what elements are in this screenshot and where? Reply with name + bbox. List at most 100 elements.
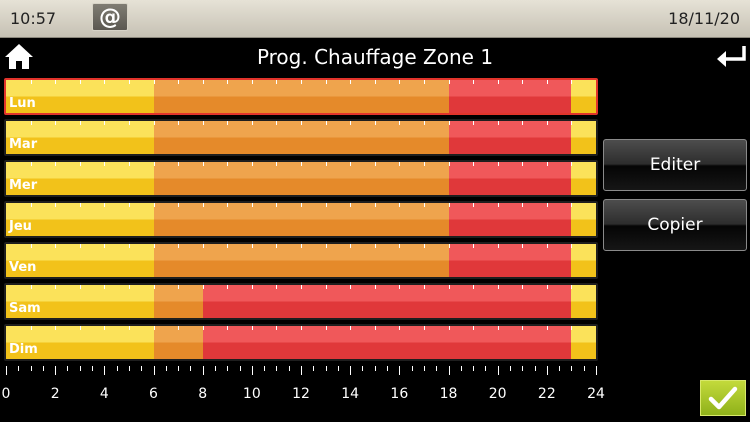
- schedule-segment: [448, 121, 572, 154]
- hour-tick: [448, 203, 450, 207]
- ok-button[interactable]: [700, 380, 746, 416]
- hour-tick: [399, 244, 401, 248]
- day-label: Mer: [9, 178, 38, 193]
- copy-button[interactable]: Copier: [603, 199, 747, 251]
- hour-tick: [350, 162, 352, 166]
- hour-tick: [153, 326, 155, 330]
- scale-tick: [423, 366, 425, 371]
- back-button[interactable]: [714, 42, 748, 70]
- hour-tick: [374, 121, 376, 125]
- hour-tick: [227, 244, 229, 248]
- hour-tick: [178, 326, 180, 330]
- hour-tick: [423, 285, 425, 289]
- hour-tick: [423, 326, 425, 330]
- scale-tick: [399, 366, 401, 375]
- scale-tick: [55, 366, 57, 375]
- day-label: Dim: [9, 342, 38, 357]
- at-button[interactable]: @: [92, 3, 128, 31]
- hour-tick: [227, 326, 229, 330]
- scale-tick: [571, 366, 573, 371]
- scale-tick: [202, 366, 204, 375]
- hour-tick: [399, 326, 401, 330]
- day-row-lun[interactable]: Lun: [4, 78, 598, 115]
- hour-tick: [79, 162, 81, 166]
- scale-tick: [30, 366, 32, 371]
- hour-tick: [104, 326, 106, 330]
- scale-label: 14: [341, 386, 360, 402]
- hour-tick: [399, 162, 401, 166]
- scale-tick: [325, 366, 327, 371]
- hour-tick: [55, 203, 57, 207]
- scale-tick: [350, 366, 352, 375]
- hour-tick: [399, 285, 401, 289]
- day-label: Lun: [9, 96, 36, 111]
- day-row-ven[interactable]: Ven: [4, 242, 598, 279]
- hour-tick: [497, 162, 499, 166]
- day-row-mar[interactable]: Mar: [4, 119, 598, 156]
- schedule-segment: [448, 162, 572, 195]
- hour-tick: [522, 244, 524, 248]
- schedule-segment: [571, 121, 596, 154]
- hour-tick: [350, 203, 352, 207]
- hour-tick: [350, 285, 352, 289]
- scale-tick: [448, 366, 450, 375]
- hour-tick: [522, 80, 524, 84]
- hour-tick: [423, 80, 425, 84]
- hour-tick: [473, 244, 475, 248]
- hour-tick: [350, 121, 352, 125]
- hour-tick: [79, 326, 81, 330]
- status-time: 10:57: [10, 9, 57, 28]
- return-arrow-icon: [717, 46, 746, 67]
- hour-tick: [522, 285, 524, 289]
- scale-tick: [485, 366, 487, 371]
- home-button[interactable]: [4, 42, 34, 70]
- hour-tick: [202, 285, 204, 289]
- hour-tick: [153, 121, 155, 125]
- hour-tick: [546, 326, 548, 330]
- hour-tick: [178, 80, 180, 84]
- weekly-schedule: Lun Mar Mer Jeu Ven Sam Dim: [4, 78, 598, 362]
- hour-tick: [301, 121, 302, 125]
- hour-tick: [571, 121, 573, 125]
- hour-tick: [276, 203, 278, 207]
- hour-tick: [79, 244, 81, 248]
- hour-tick: [497, 326, 499, 330]
- scale-tick: [264, 366, 266, 371]
- day-row-sam[interactable]: Sam: [4, 283, 598, 320]
- hour-tick: [227, 121, 229, 125]
- hour-tick: [55, 244, 57, 248]
- schedule-segment: [6, 244, 154, 277]
- hour-tick: [473, 285, 475, 289]
- schedule-segment: [571, 80, 596, 113]
- hour-tick: [178, 203, 180, 207]
- hour-tick: [497, 244, 499, 248]
- hour-tick: [350, 244, 352, 248]
- scale-tick: [436, 366, 438, 371]
- scale-tick: [313, 366, 315, 371]
- hour-tick: [522, 326, 524, 330]
- scale-tick: [509, 366, 511, 371]
- day-row-mer[interactable]: Mer: [4, 160, 598, 197]
- hour-tick: [571, 162, 573, 166]
- hour-tick: [546, 285, 548, 289]
- schedule-segment: [571, 203, 596, 236]
- hour-tick: [153, 244, 155, 248]
- edit-button[interactable]: Editer: [603, 139, 747, 191]
- scale-tick: [18, 366, 20, 371]
- hour-tick: [276, 121, 278, 125]
- hour-tick: [178, 285, 180, 289]
- hour-tick: [55, 326, 57, 330]
- hour-tick: [276, 162, 278, 166]
- scale-tick: [128, 366, 130, 371]
- day-row-jeu[interactable]: Jeu: [4, 201, 598, 238]
- scale-tick: [534, 366, 536, 371]
- scale-tick: [411, 366, 413, 371]
- hour-tick: [522, 203, 524, 207]
- scale-tick: [251, 366, 253, 375]
- schedule-segment: [202, 326, 572, 359]
- hour-tick: [448, 121, 450, 125]
- schedule-segment: [153, 244, 449, 277]
- day-row-dim[interactable]: Dim: [4, 324, 598, 361]
- hour-tick: [104, 203, 106, 207]
- schedule-segment: [202, 285, 572, 318]
